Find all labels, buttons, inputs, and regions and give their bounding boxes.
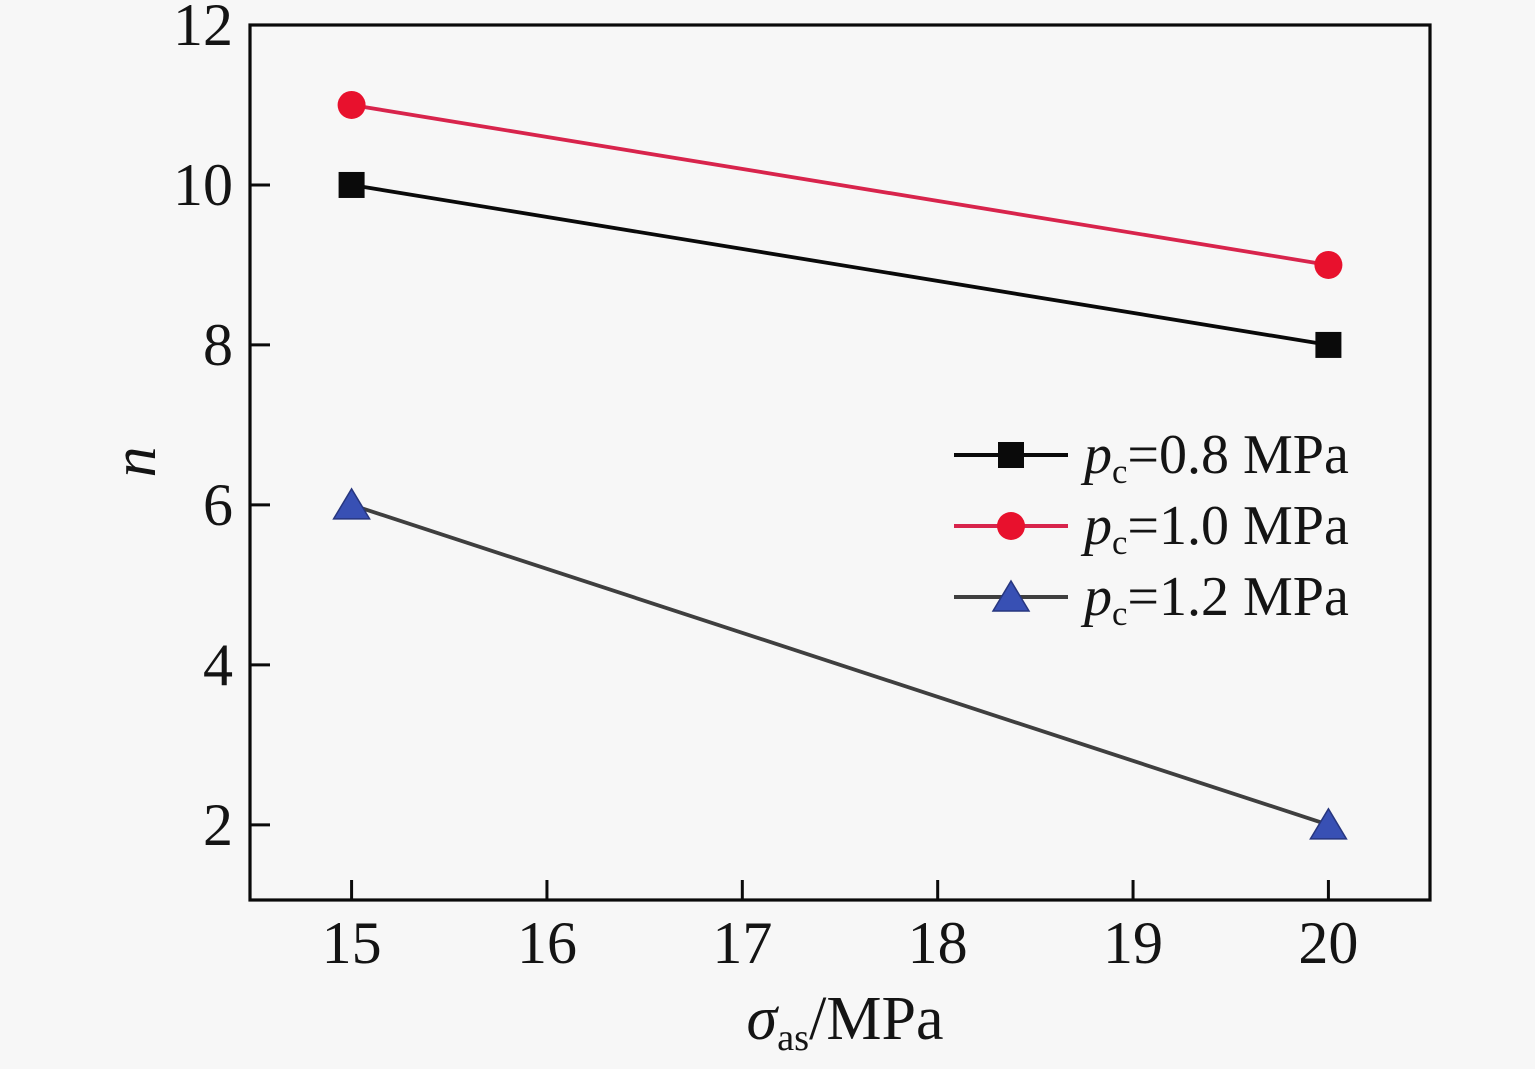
legend-subscript: c bbox=[1112, 522, 1128, 562]
y-tick-label: 8 bbox=[203, 311, 233, 378]
legend-item-pc-1.2: pc=1.2 MPa bbox=[952, 566, 1349, 631]
x-tick-label: 15 bbox=[321, 910, 382, 976]
y-tick-label: 4 bbox=[203, 631, 233, 698]
legend-subscript: c bbox=[1112, 451, 1128, 491]
x-tick-label: 19 bbox=[1103, 910, 1164, 976]
x-tick-label: 17 bbox=[712, 910, 773, 976]
axis-tick-marks bbox=[250, 23, 1330, 900]
legend-marker-triangle bbox=[954, 579, 1068, 612]
legend-item-pc-0.8: pc=0.8 MPa bbox=[952, 424, 1349, 489]
x-axis-subscript: as bbox=[777, 1016, 810, 1059]
x-axis-symbol: σ bbox=[746, 985, 778, 1053]
legend-symbol: p bbox=[1084, 424, 1112, 486]
legend-marker-circle bbox=[954, 512, 1068, 540]
x-axis-label: σas/MPa bbox=[746, 985, 944, 1057]
legend-label: pc=1.2 MPa bbox=[1084, 566, 1349, 631]
y-tick-label: 6 bbox=[203, 471, 233, 538]
y-tick-label: 12 bbox=[173, 0, 233, 58]
x-tick-label: 20 bbox=[1298, 910, 1359, 976]
legend-label: pc=0.8 MPa bbox=[1084, 424, 1349, 489]
legend: pc=0.8 MPa pc=1.0 MPa pc=1.2 MPa bbox=[952, 424, 1349, 631]
legend-marker-square bbox=[954, 442, 1068, 468]
x-tick-label: 16 bbox=[516, 910, 577, 976]
legend-label: pc=1.0 MPa bbox=[1084, 495, 1349, 560]
y-axis-label: n bbox=[101, 446, 169, 478]
legend-symbol: p bbox=[1084, 495, 1112, 557]
plot-frame bbox=[248, 23, 1432, 902]
legend-item-pc-1.0: pc=1.0 MPa bbox=[952, 495, 1349, 560]
legend-value: =1.2 MPa bbox=[1127, 566, 1349, 628]
x-axis-unit: /MPa bbox=[809, 985, 944, 1053]
legend-symbol: p bbox=[1084, 566, 1112, 628]
y-tick-label: 10 bbox=[173, 151, 233, 218]
x-tick-label: 18 bbox=[907, 910, 968, 976]
legend-value: =0.8 MPa bbox=[1127, 424, 1349, 486]
legend-value: =1.0 MPa bbox=[1127, 495, 1349, 557]
data-series-lines bbox=[332, 90, 1348, 840]
legend-subscript: c bbox=[1112, 593, 1128, 633]
y-tick-label: 2 bbox=[203, 791, 233, 858]
